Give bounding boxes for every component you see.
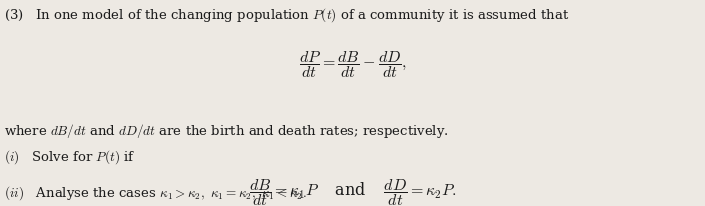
Text: where $dB/dt$ and $dD/dt$ are the birth and death rates; respectively.: where $dB/dt$ and $dD/dt$ are the birth … — [4, 122, 448, 139]
Text: $(i)$   Solve for $P(t)$ if: $(i)$ Solve for $P(t)$ if — [4, 148, 135, 166]
Text: $\dfrac{dB}{dt} = \kappa_1 P \quad$ and $\quad\dfrac{dD}{dt} = \kappa_2 P.$: $\dfrac{dB}{dt} = \kappa_1 P \quad$ and … — [249, 177, 456, 206]
Text: $(ii)$   Analyse the cases $\kappa_1 > \kappa_2,\ \kappa_1 = \kappa_2,\ \kappa_1: $(ii)$ Analyse the cases $\kappa_1 > \ka… — [4, 184, 306, 202]
Text: $\dfrac{dP}{dt} = \dfrac{dB}{dt} - \dfrac{dD}{dt},$: $\dfrac{dP}{dt} = \dfrac{dB}{dt} - \dfra… — [299, 49, 406, 80]
Text: (3)   In one model of the changing population $P(t)$ of a community it is assume: (3) In one model of the changing populat… — [4, 6, 569, 24]
